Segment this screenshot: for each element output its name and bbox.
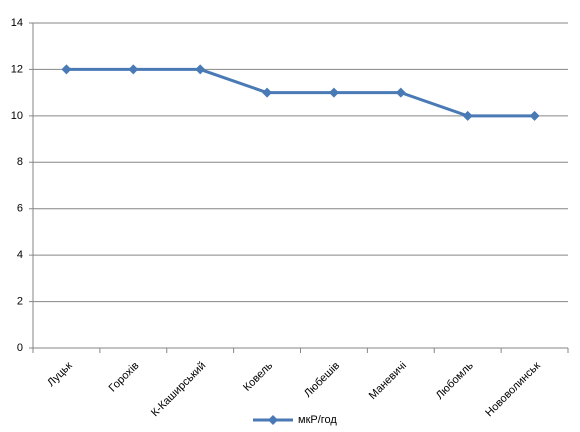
x-tick-label: Нововолинськ <box>483 360 543 420</box>
x-tick-label: Горохів <box>107 360 142 395</box>
x-tick-label: Любомль <box>434 360 476 402</box>
legend-marker <box>268 415 278 425</box>
marker <box>61 64 72 75</box>
legend-label: мкР/год <box>298 414 337 426</box>
marker <box>262 87 273 98</box>
y-tick-label: 8 <box>17 156 23 168</box>
x-tick-label: Ковель <box>241 360 275 394</box>
marker <box>328 87 339 98</box>
marker <box>395 87 406 98</box>
x-tick-label: Любешів <box>302 360 342 400</box>
x-tick-label: К-Каширський <box>149 360 208 419</box>
y-tick-label: 14 <box>11 17 23 29</box>
y-tick-label: 6 <box>17 203 23 215</box>
x-tick-label: Луцьк <box>45 360 75 390</box>
y-tick-label: 0 <box>17 342 23 354</box>
marker <box>195 64 206 75</box>
marker <box>462 110 473 121</box>
line <box>66 67 535 118</box>
marker <box>128 64 139 75</box>
x-tick-label: Маневичі <box>367 360 409 402</box>
y-tick-label: 12 <box>11 63 23 75</box>
marker <box>529 110 540 121</box>
y-tick-label: 2 <box>17 295 23 307</box>
y-tick-label: 4 <box>17 249 23 261</box>
y-tick-label: 10 <box>11 110 23 122</box>
